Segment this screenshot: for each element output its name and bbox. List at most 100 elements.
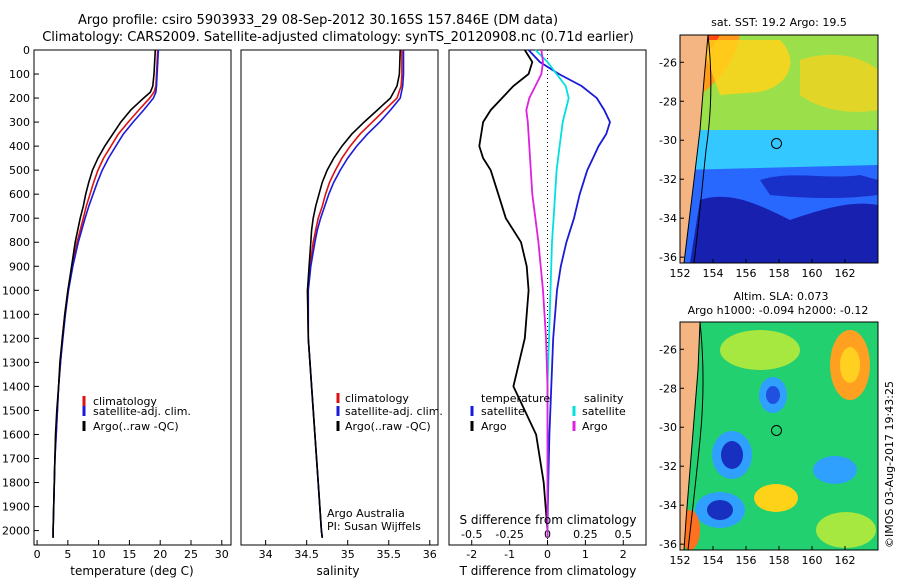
depth-tick-label: 1400 — [2, 380, 30, 393]
legend-label-argo: Argo(..raw -QC) — [93, 420, 179, 433]
sst-lat-tick-label: -26 — [659, 56, 677, 69]
sst-longitude-axis: 152 154 156 158 160 162 — [670, 259, 856, 280]
sst-lat-tick-label: -28 — [659, 95, 677, 108]
float-position-marker — [771, 138, 782, 149]
sla-lon-tick-label: 154 — [703, 554, 724, 567]
s-difference-tick-label: -0.25 — [495, 528, 523, 541]
sst-lon-tick-label: 152 — [670, 267, 691, 280]
salinity-tick-label: 35 — [341, 548, 355, 561]
legend-label-argo: Argo(..raw -QC) — [345, 420, 431, 433]
salinity-xlabel: salinity — [316, 564, 359, 578]
temperature-tick-label: 20 — [153, 548, 167, 561]
s-difference-tick-label: 0.25 — [573, 528, 598, 541]
legend-label-climatology: climatology — [345, 392, 409, 405]
sst-cold-band — [690, 196, 878, 263]
figure-title-line2: Climatology: CARS2009. Satellite-adjuste… — [42, 30, 634, 45]
t-difference-tick-label: 2 — [620, 548, 627, 561]
difference-legend: temperature satellite Argo salinity sate… — [470, 392, 626, 433]
t-difference-xlabel: T difference from climatology — [459, 564, 637, 578]
sla-lat-tick-label: -34 — [659, 499, 677, 512]
sla-low-mid-core — [766, 386, 780, 404]
sst-lon-tick-label: 154 — [703, 267, 724, 280]
salinity-tick-label: 35.5 — [377, 548, 402, 561]
sla-high-south — [754, 484, 798, 512]
annotation-pi-name: PI: Susan Wijffels — [327, 520, 421, 533]
sst-lat-tick-label: -36 — [659, 251, 677, 264]
sst-cold-filament — [760, 175, 878, 199]
temperature-xlabel: temperature (deg C) — [70, 564, 193, 578]
sst-lon-tick-label: 162 — [835, 267, 856, 280]
depth-tick-label: 800 — [9, 236, 30, 249]
legend-label-satellite: satellite-adj. clim. — [93, 405, 191, 418]
difference-series — [478, 49, 611, 538]
s-difference-tick-label: 0.5 — [615, 528, 633, 541]
sla-high-east-core — [840, 347, 860, 383]
salinity-legend: climatology satellite-adj. clim. Argo(..… — [336, 392, 443, 433]
depth-tick-label: 1200 — [2, 332, 30, 345]
sst-lat-tick-label: -34 — [659, 212, 677, 225]
legend-label-s-argo: Argo — [582, 420, 608, 433]
depth-tick-label: 1300 — [2, 356, 30, 369]
sst-lon-tick-label: 160 — [802, 267, 823, 280]
legend-heading-temperature: temperature — [481, 392, 550, 405]
sla-lon-tick-label: 156 — [736, 554, 757, 567]
sla-lat-tick-label: -32 — [659, 460, 677, 473]
depth-tick-label: 2000 — [2, 525, 30, 538]
temperature-panel: 0100200300400500600700800900100011001200… — [2, 44, 232, 578]
sla-low-east — [813, 456, 857, 484]
t-difference-tick-label: -1 — [504, 548, 515, 561]
salinity-plot-frame — [240, 49, 439, 546]
sst-yellow-patch-east — [800, 54, 878, 112]
series-line-satellite — [307, 50, 405, 538]
series-line-argo — [306, 49, 401, 538]
sst-yellow-patch — [700, 40, 791, 95]
sla-low-west-core — [721, 441, 743, 469]
depth-tick-label: 200 — [9, 92, 30, 105]
sla-lon-tick-label: 162 — [835, 554, 856, 567]
depth-tick-label: 600 — [9, 188, 30, 201]
difference-panel: -2 -1 0 1 2 -0.5 -0.25 0 0.25 0.5 S difference f… — [448, 49, 647, 578]
depth-tick-label: 1800 — [2, 477, 30, 490]
legend-label-climatology: climatology — [93, 395, 157, 408]
depth-tick-label: 1100 — [2, 308, 30, 321]
sst-isobath — [693, 35, 712, 263]
sst-map-field — [680, 35, 878, 263]
depth-tick-label: 1700 — [2, 452, 30, 465]
series-line-satellite — [52, 49, 160, 538]
legend-label-t-argo: Argo — [481, 420, 507, 433]
depth-axis: 0 100 200 300 400 500 600 700 800 900 1000 1100 1200… — [2, 44, 39, 538]
legend-label-t-satellite: satellite — [481, 405, 525, 418]
sla-land — [680, 322, 701, 550]
salinity-panel: 34 34.5 35 35.5 36 salinity climatology sate… — [240, 49, 443, 578]
t-difference-x-axis: -2 -1 0 1 2 — [466, 540, 627, 561]
depth-tick-label: 500 — [9, 164, 30, 177]
sla-map-panel: Altim. SLA: 0.073 Argo h1000: -0.094 h20… — [659, 290, 879, 567]
temperature-tick-label: 30 — [215, 548, 229, 561]
salinity-x-axis: 34 34.5 35 35.5 36 — [259, 540, 437, 561]
sla-map-title-line2: Argo h1000: -0.094 h2000: -0.12 — [688, 304, 869, 317]
depth-tick-label: 0 — [23, 44, 30, 57]
salinity-tick-label: 36 — [423, 548, 437, 561]
temperature-tick-label: 5 — [64, 548, 71, 561]
sla-isobath — [687, 322, 704, 550]
legend-label-satellite: satellite-adj. clim. — [345, 405, 443, 418]
depth-tick-label: 400 — [9, 140, 30, 153]
sla-map-field — [680, 322, 878, 550]
sst-lat-tick-label: -30 — [659, 134, 677, 147]
temperature-x-axis: 0 5 10 15 20 25 30 — [34, 540, 229, 561]
sla-lat-tick-label: -36 — [659, 538, 677, 551]
sst-map-title: sat. SST: 19.2 Argo: 19.5 — [711, 16, 847, 29]
temperature-tick-label: 15 — [122, 548, 136, 561]
sst-lat-tick-label: -32 — [659, 173, 677, 186]
legend-label-s-satellite: satellite — [582, 405, 626, 418]
sst-lon-tick-label: 156 — [736, 267, 757, 280]
sla-lon-tick-label: 158 — [769, 554, 790, 567]
series-line-t-satellite — [527, 49, 611, 538]
depth-tick-label: 1000 — [2, 284, 30, 297]
sla-lon-tick-label: 160 — [802, 554, 823, 567]
legend-heading-salinity: salinity — [584, 392, 624, 405]
depth-tick-label: 700 — [9, 212, 30, 225]
depth-tick-label: 1600 — [2, 428, 30, 441]
salinity-tick-label: 34 — [259, 548, 273, 561]
